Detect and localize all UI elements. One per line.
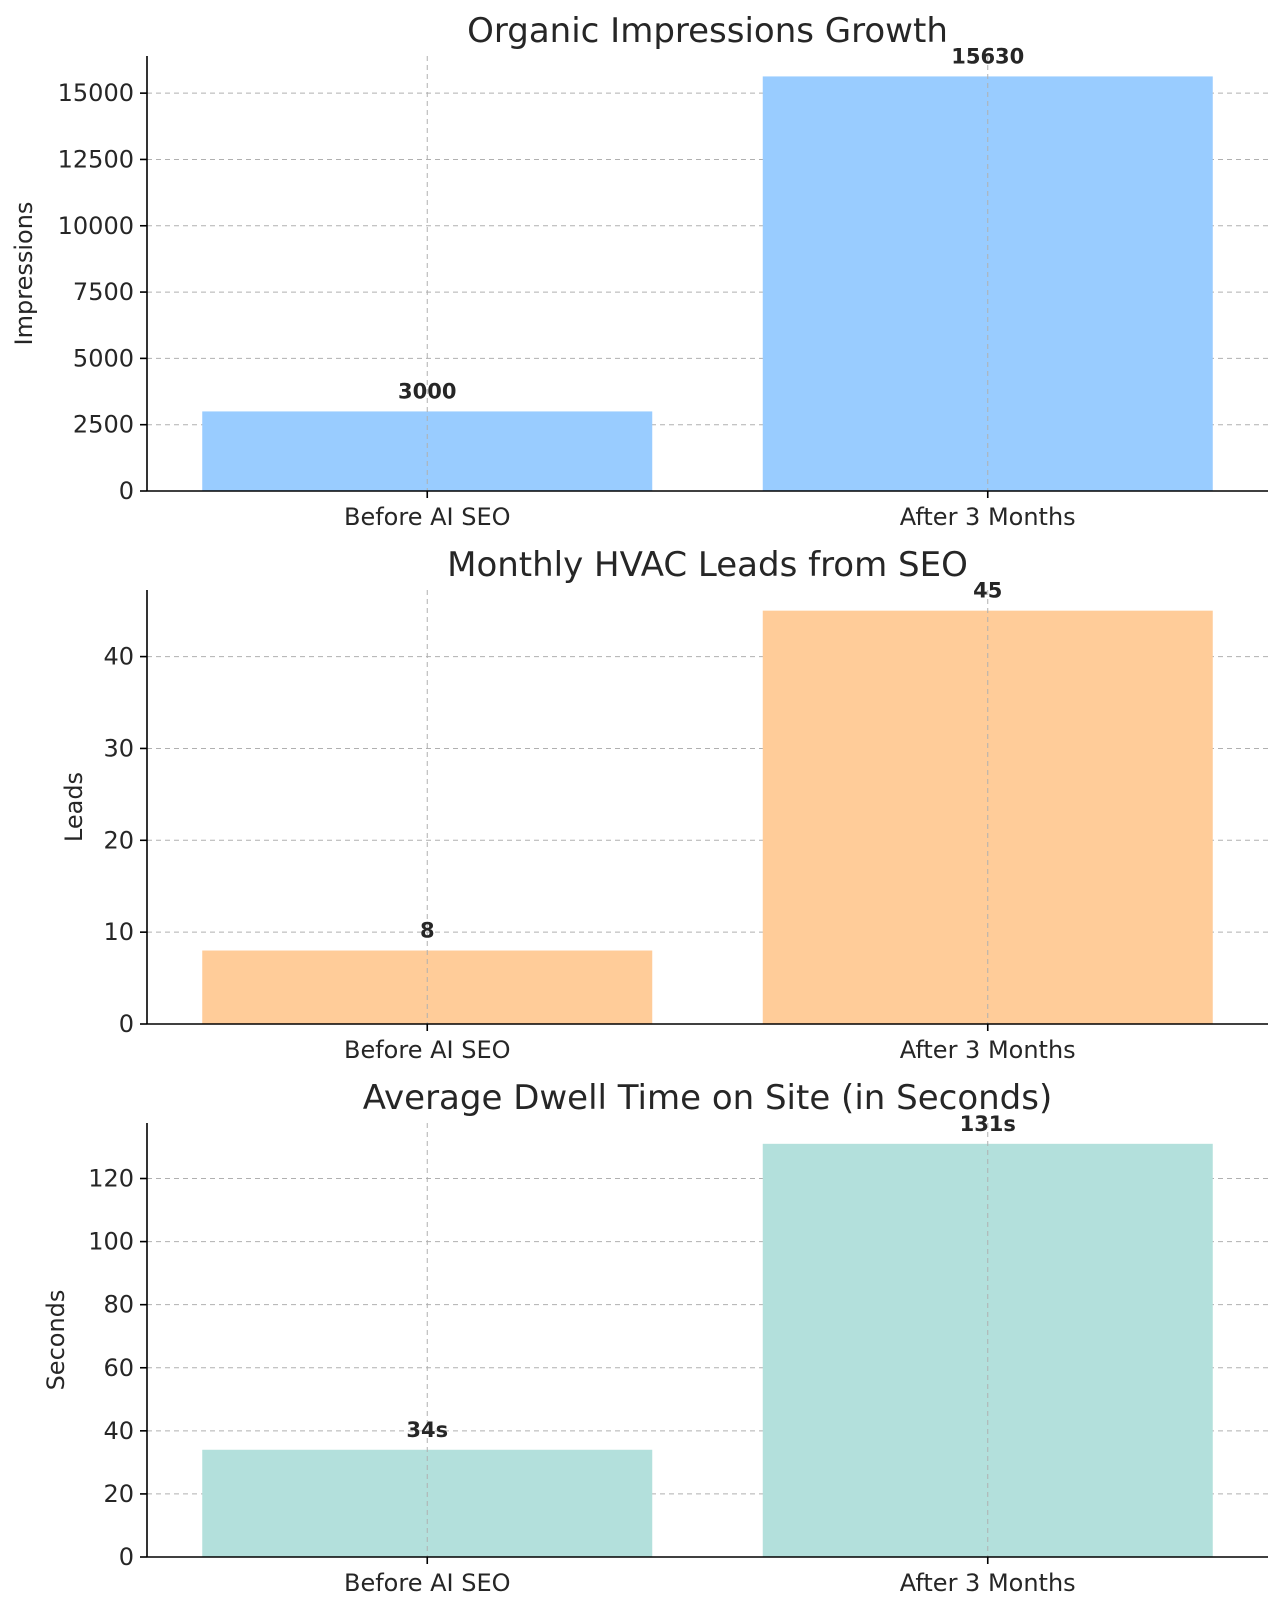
bar-value-label: 131s xyxy=(960,1112,1016,1136)
y-tick-label: 20 xyxy=(103,826,134,854)
y-tick-label: 30 xyxy=(103,734,134,762)
x-tick-label: Before AI SEO xyxy=(344,1036,511,1064)
chart-title: Organic Impressions Growth xyxy=(467,11,948,51)
x-tick-label: Before AI SEO xyxy=(344,1569,511,1597)
bar-value-label: 45 xyxy=(973,579,1002,603)
y-axis-label: Seconds xyxy=(42,1290,70,1391)
y-tick-label: 40 xyxy=(103,1417,134,1445)
y-axis-label: Leads xyxy=(60,772,88,842)
chart-panel-3: Average Dwell Time on Site (in Seconds) 0… xyxy=(42,1078,1268,1597)
bar-value-label: 3000 xyxy=(398,379,456,403)
chart-title: Average Dwell Time on Site (in Seconds) xyxy=(363,1078,1052,1118)
y-tick-label: 80 xyxy=(103,1291,134,1319)
x-tick-label: After 3 Months xyxy=(900,1569,1076,1597)
chart-panel-2: Monthly HVAC Leads from SEO 0 10 20 30 40 8 45 B… xyxy=(60,545,1268,1064)
y-tick-label: 0 xyxy=(119,1010,134,1038)
y-tick-label: 5000 xyxy=(73,344,134,372)
y-tick-label: 0 xyxy=(119,1543,134,1571)
y-tick-label: 0 xyxy=(119,477,134,505)
y-tick-label: 10 xyxy=(103,918,134,946)
y-tick-label: 60 xyxy=(103,1354,134,1382)
bar-value-label: 15630 xyxy=(951,44,1024,68)
y-tick-label: 15000 xyxy=(58,79,134,107)
y-tick-label: 10000 xyxy=(58,212,134,240)
y-tick-label: 20 xyxy=(103,1480,134,1508)
x-tick-label: After 3 Months xyxy=(900,503,1076,531)
x-tick-label: Before AI SEO xyxy=(344,503,511,531)
y-tick-label: 120 xyxy=(88,1165,134,1193)
y-tick-label: 100 xyxy=(88,1228,134,1256)
y-tick-label: 7500 xyxy=(73,278,134,306)
y-tick-label: 2500 xyxy=(73,411,134,439)
y-axis-label: Impressions xyxy=(10,202,38,346)
y-tick-label: 40 xyxy=(103,643,134,671)
bar-value-label: 34s xyxy=(406,1418,448,1442)
chart-title: Monthly HVAC Leads from SEO xyxy=(447,545,968,585)
bar-value-label: 8 xyxy=(420,919,435,943)
y-tick-label: 12500 xyxy=(58,145,134,173)
chart-panel-1: Organic Impressions Growth 0 2500 5000 7500 1… xyxy=(10,11,1268,531)
x-tick-label: After 3 Months xyxy=(900,1036,1076,1064)
bar-before xyxy=(202,411,653,491)
